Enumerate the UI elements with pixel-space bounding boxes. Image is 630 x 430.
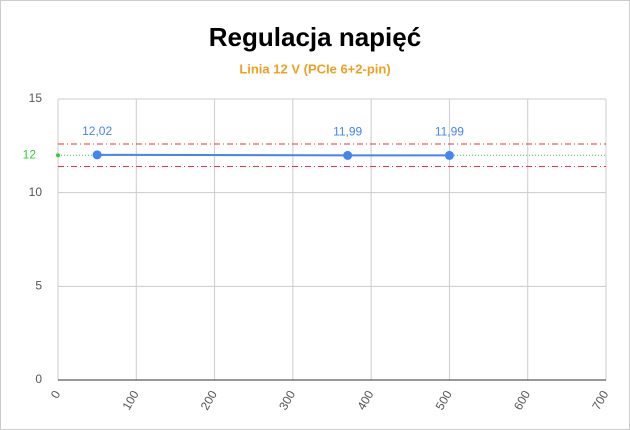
y-tick-label: 15 bbox=[29, 91, 43, 105]
target-marker bbox=[56, 153, 60, 158]
y-tick-label: 10 bbox=[29, 185, 43, 199]
data-label: 11,99 bbox=[435, 125, 464, 139]
chart-subtitle: Linia 12 V (PCIe 6+2-pin) bbox=[239, 61, 390, 76]
data-point bbox=[92, 150, 102, 160]
data-point bbox=[444, 150, 454, 160]
y-tick-label: 5 bbox=[35, 279, 42, 293]
data-label: 12,02 bbox=[82, 124, 112, 138]
target-label: 12 bbox=[23, 147, 37, 161]
chart-title: Regulacja napięć bbox=[209, 22, 421, 52]
data-label: 11,99 bbox=[333, 125, 362, 139]
series-line bbox=[97, 153, 450, 157]
y-tick-label: 0 bbox=[35, 372, 42, 386]
data-point bbox=[343, 150, 353, 160]
